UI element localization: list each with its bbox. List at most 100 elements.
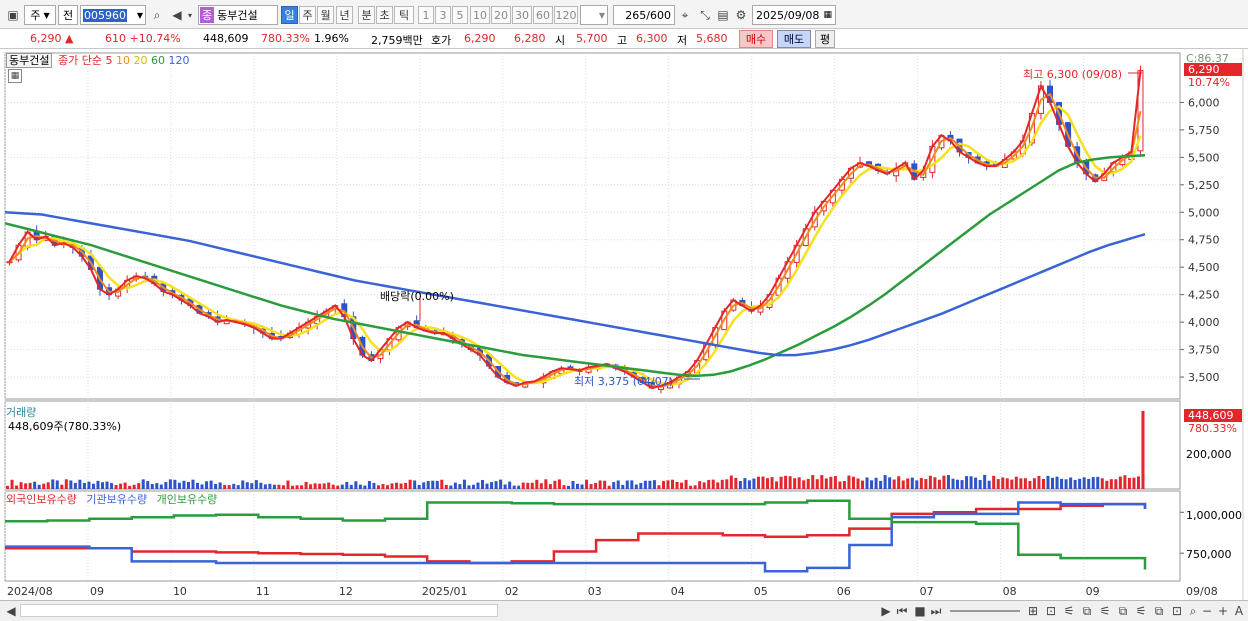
period-second-button[interactable]: 초 [376, 6, 393, 24]
interval-5-button[interactable]: 5 [452, 6, 468, 24]
zoom-slider[interactable] [950, 610, 1020, 612]
date-field[interactable]: 2025/09/08 ▦ [752, 5, 836, 25]
interval-30-button[interactable]: 30 [512, 6, 532, 24]
period-month-button[interactable]: 월 [317, 6, 334, 24]
chart-svg[interactable]: 3,500 3,750 4,000 4,250 4,500 4,750 5,000 5,250… [0, 49, 1248, 604]
volume-bar [367, 481, 371, 489]
grid-icon[interactable]: ⊞ [1027, 604, 1039, 618]
bid-label: 호가 [431, 34, 452, 47]
volume-bar [824, 478, 828, 489]
volume-bar [915, 480, 919, 489]
price-tick-label: 5,000 [1188, 206, 1220, 219]
scroll-right-icon[interactable]: ▶ [881, 604, 891, 618]
draw-tool-icon[interactable]: ⤡ [700, 7, 710, 22]
last-icon[interactable]: ⏭ [930, 603, 942, 618]
table-icon[interactable]: ▦ [8, 69, 22, 83]
volume-bar [272, 484, 276, 489]
volume-bar [784, 475, 788, 489]
volume-bar [42, 483, 46, 489]
data-count-field[interactable]: 265/600 [613, 5, 675, 25]
print-icon[interactable]: ⧉ [1154, 603, 1164, 618]
crosshair-icon[interactable]: ⌖ [681, 7, 689, 22]
interval-1-button[interactable]: 1 [418, 6, 434, 24]
stock-code-input[interactable]: 005960 ▼ [80, 5, 146, 25]
trade-amount: 2,759백만 [371, 34, 423, 47]
volume-bar [517, 485, 521, 489]
compare-icon[interactable]: ⧉ [1118, 603, 1128, 618]
volume-bar [24, 483, 28, 489]
search-icon[interactable]: ⌕ [153, 7, 161, 22]
ma60-line [4, 153, 1146, 378]
legend-stock-name[interactable]: 동부건설 [6, 53, 53, 68]
speaker-dropdown-icon[interactable]: ▾ [187, 10, 192, 20]
window-menu-icon[interactable]: ▣ [7, 8, 19, 22]
interval-120-button[interactable]: 120 [554, 6, 578, 24]
price-tick-label: 5,250 [1188, 179, 1220, 192]
zoom-icon[interactable]: ⌕ [1189, 603, 1197, 618]
period-week-button[interactable]: 주 [299, 6, 316, 24]
volume-bar [607, 485, 611, 489]
evaluate-button[interactable]: 평 [815, 30, 835, 48]
volume-bar [738, 481, 742, 489]
export-icon[interactable]: ⊡ [1171, 604, 1183, 618]
period-tick-button[interactable]: 틱 [394, 6, 414, 24]
volume-bar [671, 479, 675, 489]
layout-icon[interactable]: ⊡ [1045, 604, 1057, 618]
volume-bar [630, 480, 634, 489]
period-minute-button[interactable]: 분 [358, 6, 375, 24]
volume-bar [150, 483, 154, 489]
volume-bar [404, 482, 408, 489]
interval-3-button[interactable]: 3 [435, 6, 451, 24]
volume-bar [815, 479, 819, 489]
sell-button[interactable]: 매도 [777, 30, 811, 48]
stock-name-field[interactable]: 종 동부건설 [198, 5, 278, 25]
horizontal-scrollbar[interactable] [20, 604, 498, 617]
volume-bar [851, 476, 855, 489]
interval-dropdown[interactable]: ▼ [580, 5, 608, 25]
calendar-icon[interactable]: ▦ [823, 10, 832, 20]
text-size-icon[interactable]: A [1234, 604, 1244, 618]
stop-icon[interactable]: ■ [914, 604, 926, 618]
volume-bar [300, 485, 304, 489]
price-tick-label: 5,750 [1188, 124, 1220, 137]
low-annotation: 최저 3,375 (04/07) [574, 375, 674, 388]
volume-bar [19, 482, 23, 489]
volume-bar [408, 479, 412, 489]
indicator-icon[interactable]: ⚟ [1099, 604, 1111, 618]
speaker-icon[interactable]: ◀ [172, 8, 182, 22]
volume-bar [639, 482, 643, 489]
volume-bar [82, 482, 86, 489]
zoom-out-icon[interactable]: − [1201, 604, 1213, 618]
interval-20-button[interactable]: 20 [491, 6, 511, 24]
volume-bar [123, 482, 127, 489]
mark-icon[interactable]: ⚟ [1135, 604, 1147, 618]
price-tick-label: 6,000 [1188, 96, 1220, 109]
interval-10-button[interactable]: 10 [470, 6, 490, 24]
volume-bar [720, 479, 724, 489]
time-label: 09/08 [1186, 585, 1218, 598]
volume-bar [702, 482, 706, 489]
volume-bar [1060, 478, 1064, 489]
view-button[interactable]: 전 [58, 5, 78, 25]
volume-bar [562, 485, 566, 489]
scroll-left-icon[interactable]: ◀ [6, 604, 16, 618]
volume-bar [820, 475, 824, 489]
copy-icon[interactable]: ⧉ [1082, 603, 1092, 618]
zoom-in-icon[interactable]: + [1217, 604, 1229, 618]
period-day-button[interactable]: 일 [281, 6, 298, 24]
main-toolbar: ▣ 주 ▼ 전 005960 ▼ ⌕ ◀ ▾ 종 동부건설 일 주 월 년 분 초 틱… [0, 0, 1248, 29]
volume-bar [811, 475, 815, 489]
period-year-button[interactable]: 년 [336, 6, 353, 24]
volume-bar [725, 479, 729, 489]
first-icon[interactable]: ⏮ [896, 603, 908, 618]
volume-bar [462, 479, 466, 489]
interval-60-button[interactable]: 60 [533, 6, 553, 24]
save-icon[interactable]: ▤ [717, 8, 729, 22]
tool-icon[interactable]: ⚟ [1063, 604, 1075, 618]
market-select[interactable]: 주 ▼ [24, 5, 56, 25]
buy-button[interactable]: 매수 [739, 30, 773, 48]
volume-bar [46, 482, 50, 489]
time-label: 07 [920, 585, 934, 598]
volume-bar [444, 484, 448, 489]
gear-icon[interactable]: ⚙ [735, 8, 747, 22]
